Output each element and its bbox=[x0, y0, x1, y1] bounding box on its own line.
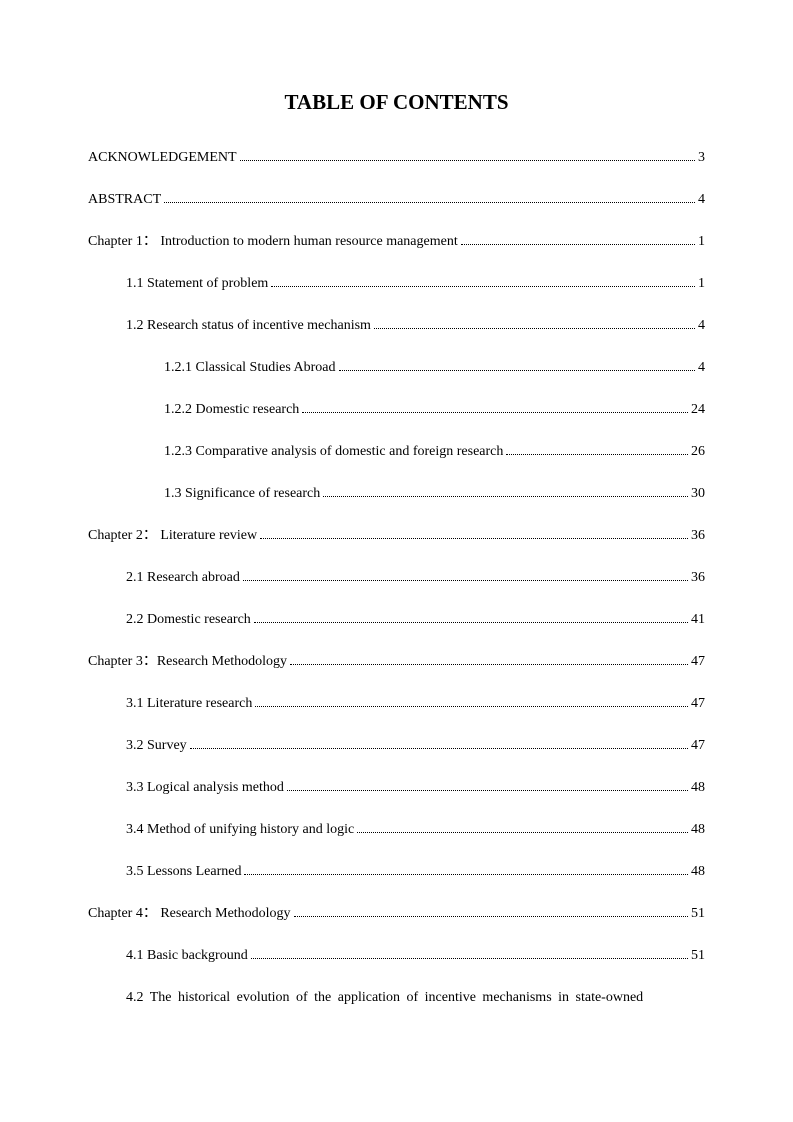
toc-entry-label: Chapter 1： Introduction to modern human … bbox=[88, 231, 458, 252]
toc-leader-dots bbox=[461, 244, 695, 245]
toc-leader-dots bbox=[290, 664, 688, 665]
toc-page-number: 26 bbox=[691, 441, 705, 462]
toc-leader-dots bbox=[260, 538, 688, 539]
toc-entry: 3.3 Logical analysis method 48 bbox=[88, 777, 705, 798]
toc-entry-label: 3.1 Literature research bbox=[126, 693, 252, 714]
toc-page-number: 41 bbox=[691, 609, 705, 630]
toc-page-number: 36 bbox=[691, 525, 705, 546]
toc-entry: Chapter 4： Research Methodology 51 bbox=[88, 903, 705, 924]
toc-entry: 3.5 Lessons Learned 48 bbox=[88, 861, 705, 882]
toc-entry: ACKNOWLEDGEMENT 3 bbox=[88, 147, 705, 168]
toc-entry-label: 1.2.1 Classical Studies Abroad bbox=[164, 357, 336, 378]
toc-entry: 2.1 Research abroad 36 bbox=[88, 567, 705, 588]
toc-entry: 1.2 Research status of incentive mechani… bbox=[88, 315, 705, 336]
toc-entry-label: 4.1 Basic background bbox=[126, 945, 248, 966]
toc-page-number: 24 bbox=[691, 399, 705, 420]
toc-leader-dots bbox=[374, 328, 695, 329]
toc-leader-dots bbox=[271, 286, 695, 287]
toc-entry-label: ACKNOWLEDGEMENT bbox=[88, 147, 237, 168]
toc-entry-label: 1.1 Statement of problem bbox=[126, 273, 268, 294]
toc-page-number: 47 bbox=[691, 651, 705, 672]
toc-entry: 1.2.1 Classical Studies Abroad 4 bbox=[88, 357, 705, 378]
toc-page-number: 30 bbox=[691, 483, 705, 504]
toc-leader-dots bbox=[255, 706, 688, 707]
toc-entry: 1.3 Significance of research 30 bbox=[88, 483, 705, 504]
toc-leader-dots bbox=[190, 748, 688, 749]
toc-leader-dots bbox=[254, 622, 688, 623]
toc-leader-dots bbox=[302, 412, 688, 413]
toc-leader-dots bbox=[243, 580, 688, 581]
toc-leader-dots bbox=[244, 874, 688, 875]
toc-page-number: 47 bbox=[691, 693, 705, 714]
toc-entry-label: 1.2.2 Domestic research bbox=[164, 399, 299, 420]
toc-leader-dots bbox=[251, 958, 688, 959]
toc-page-number: 48 bbox=[691, 777, 705, 798]
toc-entry: 4.1 Basic background 51 bbox=[88, 945, 705, 966]
toc-page-number: 48 bbox=[691, 861, 705, 882]
toc-page-number: 4 bbox=[698, 315, 705, 336]
toc-entry-label: 3.5 Lessons Learned bbox=[126, 861, 241, 882]
toc-entry-label: 2.2 Domestic research bbox=[126, 609, 251, 630]
toc-page-number: 51 bbox=[691, 945, 705, 966]
toc-entry: 3.4 Method of unifying history and logic… bbox=[88, 819, 705, 840]
toc-entry: 1.2.2 Domestic research 24 bbox=[88, 399, 705, 420]
toc-entry-label: 1.2 Research status of incentive mechani… bbox=[126, 315, 371, 336]
toc-entry-label: 3.2 Survey bbox=[126, 735, 187, 756]
toc-entry: 3.1 Literature research 47 bbox=[88, 693, 705, 714]
toc-entry-label: 4.2 The historical evolution of the appl… bbox=[126, 990, 643, 1005]
toc-leader-dots bbox=[287, 790, 688, 791]
toc-entry: ABSTRACT 4 bbox=[88, 189, 705, 210]
toc-entry: Chapter 2： Literature review 36 bbox=[88, 525, 705, 546]
toc-entry: 1.2.3 Comparative analysis of domestic a… bbox=[88, 441, 705, 462]
toc-page-number: 36 bbox=[691, 567, 705, 588]
toc-page-number: 4 bbox=[698, 189, 705, 210]
toc-leader-dots bbox=[339, 370, 696, 371]
toc-leader-dots bbox=[240, 160, 695, 161]
toc-entry: 3.2 Survey 47 bbox=[88, 735, 705, 756]
toc-page-number: 3 bbox=[698, 147, 705, 168]
toc-page-number: 4 bbox=[698, 357, 705, 378]
toc-entry-label: ABSTRACT bbox=[88, 189, 161, 210]
toc-entry: 1.1 Statement of problem 1 bbox=[88, 273, 705, 294]
toc-entry-label: 3.3 Logical analysis method bbox=[126, 777, 284, 798]
toc-leader-dots bbox=[357, 832, 688, 833]
toc-entry-label: 3.4 Method of unifying history and logic bbox=[126, 819, 354, 840]
toc-entry: 2.2 Domestic research 41 bbox=[88, 609, 705, 630]
toc-entry: 4.2 The historical evolution of the appl… bbox=[88, 987, 705, 1008]
toc-entry: Chapter 1： Introduction to modern human … bbox=[88, 231, 705, 252]
toc-entry-label: Chapter 3：Research Methodology bbox=[88, 651, 287, 672]
toc-entry-label: 1.3 Significance of research bbox=[164, 483, 320, 504]
toc-leader-dots bbox=[506, 454, 688, 455]
toc-entry: Chapter 3：Research Methodology 47 bbox=[88, 651, 705, 672]
toc-page-number: 1 bbox=[698, 273, 705, 294]
toc-leader-dots bbox=[323, 496, 688, 497]
toc-entry-label: 2.1 Research abroad bbox=[126, 567, 240, 588]
toc-entry-label: Chapter 4： Research Methodology bbox=[88, 903, 291, 924]
toc-leader-dots bbox=[294, 916, 688, 917]
toc-page-number: 48 bbox=[691, 819, 705, 840]
toc-page-number: 1 bbox=[698, 231, 705, 252]
toc-title: TABLE OF CONTENTS bbox=[88, 90, 705, 115]
toc-leader-dots bbox=[164, 202, 695, 203]
toc-entry-label: 1.2.3 Comparative analysis of domestic a… bbox=[164, 441, 503, 462]
toc-entry-label: Chapter 2： Literature review bbox=[88, 525, 257, 546]
toc-page-number: 51 bbox=[691, 903, 705, 924]
toc-page-number: 47 bbox=[691, 735, 705, 756]
toc-list: ACKNOWLEDGEMENT 3 ABSTRACT 4 Chapter 1： Intr… bbox=[88, 147, 705, 1008]
